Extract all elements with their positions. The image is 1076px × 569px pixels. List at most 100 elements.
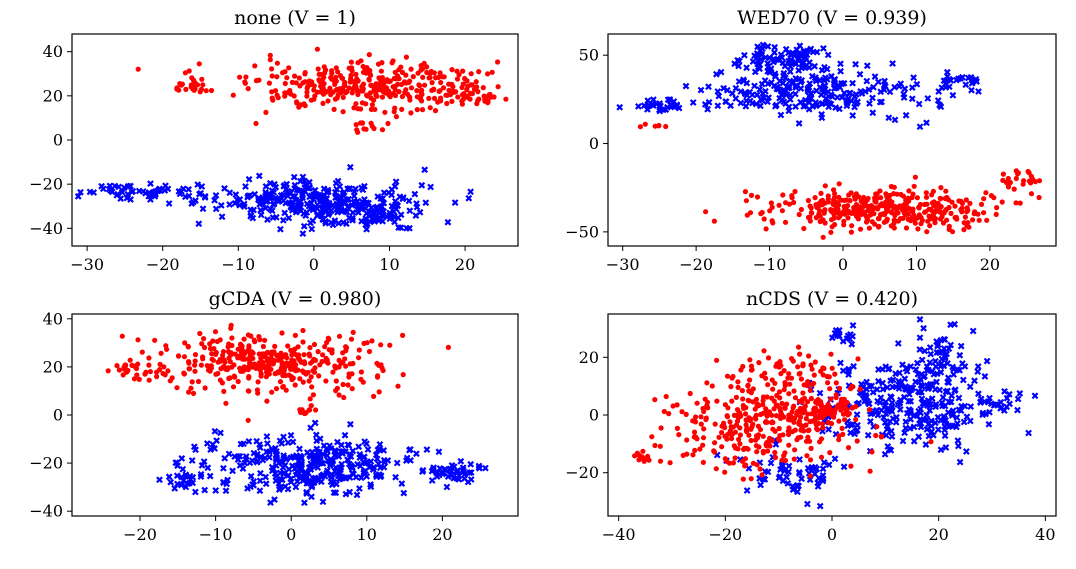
red-point — [316, 373, 322, 379]
red-point — [346, 85, 352, 91]
blue-point — [767, 459, 775, 467]
blue-point — [154, 187, 162, 195]
red-point — [1028, 191, 1035, 197]
red-point — [1000, 171, 1007, 177]
blue-point — [185, 479, 193, 487]
red-point — [392, 92, 399, 99]
red-point — [232, 374, 238, 380]
red-point — [746, 388, 752, 394]
blue-point — [756, 61, 764, 69]
blue-point — [821, 63, 828, 71]
blue-point — [350, 470, 357, 478]
red-point — [758, 411, 764, 418]
blue-point — [291, 465, 299, 473]
red-point — [1013, 200, 1019, 206]
y-tick-label: 20 — [43, 357, 63, 376]
red-point — [432, 108, 439, 114]
red-point — [379, 127, 386, 133]
red-point — [192, 358, 198, 364]
blue-point — [988, 400, 995, 408]
red-point — [317, 362, 323, 368]
blue-point — [949, 363, 956, 371]
x-tick-label: 40 — [1035, 525, 1055, 544]
blue-point — [349, 209, 357, 216]
blue-point — [806, 80, 814, 87]
red-point — [792, 415, 798, 421]
blue-point — [262, 480, 270, 488]
blue-point — [284, 472, 292, 479]
red-point — [892, 212, 898, 218]
blue-point — [162, 182, 169, 190]
blue-point — [959, 360, 966, 367]
red-point — [230, 384, 237, 390]
red-point — [292, 346, 298, 352]
blue-point — [732, 84, 740, 92]
red-point — [716, 434, 722, 440]
blue-point — [956, 351, 964, 359]
blue-point — [422, 199, 430, 207]
red-point — [460, 68, 466, 74]
blue-point — [924, 95, 932, 102]
blue-point — [838, 80, 845, 87]
blue-point — [354, 460, 361, 468]
blue-point — [902, 418, 910, 426]
red-point — [773, 413, 780, 419]
red-point — [762, 370, 768, 376]
red-point — [888, 209, 894, 215]
blue-point — [735, 57, 743, 65]
red-point — [188, 84, 194, 90]
red-point — [700, 442, 706, 448]
red-point — [363, 126, 369, 132]
blue-point — [916, 346, 924, 353]
red-point — [220, 349, 227, 355]
blue-point — [365, 199, 372, 207]
red-point — [255, 379, 261, 385]
blue-point — [406, 207, 414, 215]
blue-point — [754, 53, 762, 61]
red-point — [765, 382, 771, 388]
blue-point — [869, 109, 877, 117]
red-point — [719, 429, 725, 436]
blue-point — [225, 450, 233, 458]
blue-point — [300, 210, 308, 217]
blue-point — [356, 485, 363, 492]
red-point — [692, 447, 698, 453]
blue-point — [899, 437, 907, 445]
blue-point — [289, 438, 297, 446]
red-point — [350, 329, 356, 335]
red-point — [866, 407, 873, 413]
red-point — [451, 89, 457, 95]
data-points — [74, 46, 509, 237]
red-point — [748, 437, 754, 444]
blue-point — [292, 483, 300, 491]
red-point — [733, 394, 740, 400]
red-point — [733, 445, 739, 451]
red-point — [332, 96, 338, 102]
blue-point — [245, 175, 253, 183]
red-point — [797, 351, 803, 357]
blue-point — [949, 91, 957, 99]
blue-point — [240, 200, 248, 208]
blue-point — [360, 468, 368, 476]
blue-point — [268, 194, 275, 201]
blue-point — [923, 119, 930, 127]
blue-point — [145, 192, 153, 200]
red-point — [752, 406, 758, 412]
blue-point — [176, 190, 184, 198]
red-point — [503, 96, 509, 102]
blue-point — [273, 196, 281, 204]
red-point — [873, 432, 879, 439]
red-point — [253, 120, 259, 127]
blue-point — [701, 101, 709, 108]
blue-point — [393, 459, 401, 467]
red-point — [835, 206, 841, 212]
red-point — [336, 333, 343, 339]
red-point — [891, 184, 897, 190]
red-point — [468, 71, 474, 77]
subplot-title: nCDS (V = 0.420) — [746, 288, 918, 310]
blue-point — [845, 365, 853, 373]
red-point — [269, 389, 275, 395]
red-point — [820, 421, 826, 427]
blue-point — [376, 446, 384, 454]
